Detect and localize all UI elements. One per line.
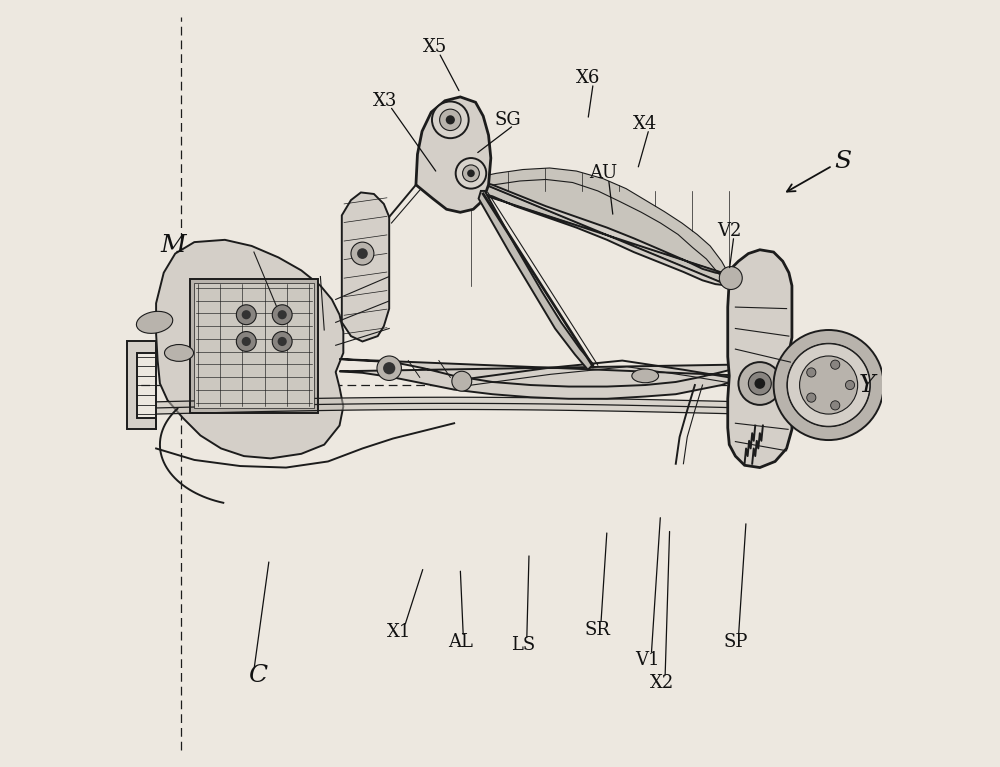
Polygon shape — [340, 359, 748, 399]
Circle shape — [807, 393, 816, 402]
Circle shape — [383, 362, 395, 374]
Circle shape — [748, 372, 771, 395]
Circle shape — [440, 109, 461, 130]
Polygon shape — [127, 341, 156, 430]
Polygon shape — [416, 97, 491, 212]
Polygon shape — [190, 278, 318, 413]
Text: SR: SR — [585, 621, 611, 639]
Circle shape — [807, 368, 816, 377]
Circle shape — [787, 344, 870, 426]
Circle shape — [738, 362, 781, 405]
Circle shape — [272, 331, 292, 351]
Polygon shape — [471, 179, 729, 285]
Circle shape — [351, 242, 374, 265]
Text: X4: X4 — [633, 114, 657, 133]
Text: Y: Y — [859, 374, 876, 397]
Circle shape — [831, 401, 840, 410]
Text: SG: SG — [494, 111, 521, 129]
Text: X2: X2 — [650, 674, 674, 692]
Ellipse shape — [136, 311, 173, 334]
Circle shape — [272, 304, 292, 324]
Polygon shape — [479, 191, 593, 370]
Circle shape — [236, 331, 256, 351]
Text: X1: X1 — [387, 623, 411, 641]
Polygon shape — [194, 282, 314, 408]
Circle shape — [432, 101, 469, 138]
Circle shape — [452, 371, 472, 391]
Text: AL: AL — [448, 633, 473, 651]
Circle shape — [831, 360, 840, 369]
Circle shape — [357, 249, 368, 259]
Text: V1: V1 — [635, 651, 660, 669]
Circle shape — [278, 310, 287, 319]
Text: X5: X5 — [423, 38, 447, 56]
Text: S: S — [835, 150, 852, 173]
Circle shape — [845, 380, 855, 390]
Text: X3: X3 — [373, 92, 398, 110]
Text: C: C — [248, 664, 267, 687]
Circle shape — [446, 115, 455, 124]
Text: V2: V2 — [717, 222, 741, 239]
Text: SP: SP — [723, 633, 748, 651]
Ellipse shape — [632, 369, 659, 383]
Text: AU: AU — [589, 164, 617, 183]
Circle shape — [719, 267, 742, 289]
Text: X6: X6 — [576, 69, 600, 87]
Circle shape — [456, 158, 486, 189]
Ellipse shape — [165, 344, 194, 361]
Text: M: M — [160, 235, 186, 258]
Polygon shape — [728, 250, 792, 468]
Text: LS: LS — [511, 636, 535, 653]
Circle shape — [463, 165, 479, 182]
Circle shape — [278, 337, 287, 346]
Polygon shape — [471, 168, 729, 285]
Circle shape — [800, 356, 858, 414]
Circle shape — [377, 356, 401, 380]
Circle shape — [242, 310, 251, 319]
Polygon shape — [342, 193, 389, 341]
Circle shape — [467, 170, 475, 177]
Circle shape — [236, 304, 256, 324]
Polygon shape — [156, 240, 343, 459]
Circle shape — [242, 337, 251, 346]
Circle shape — [754, 378, 765, 389]
